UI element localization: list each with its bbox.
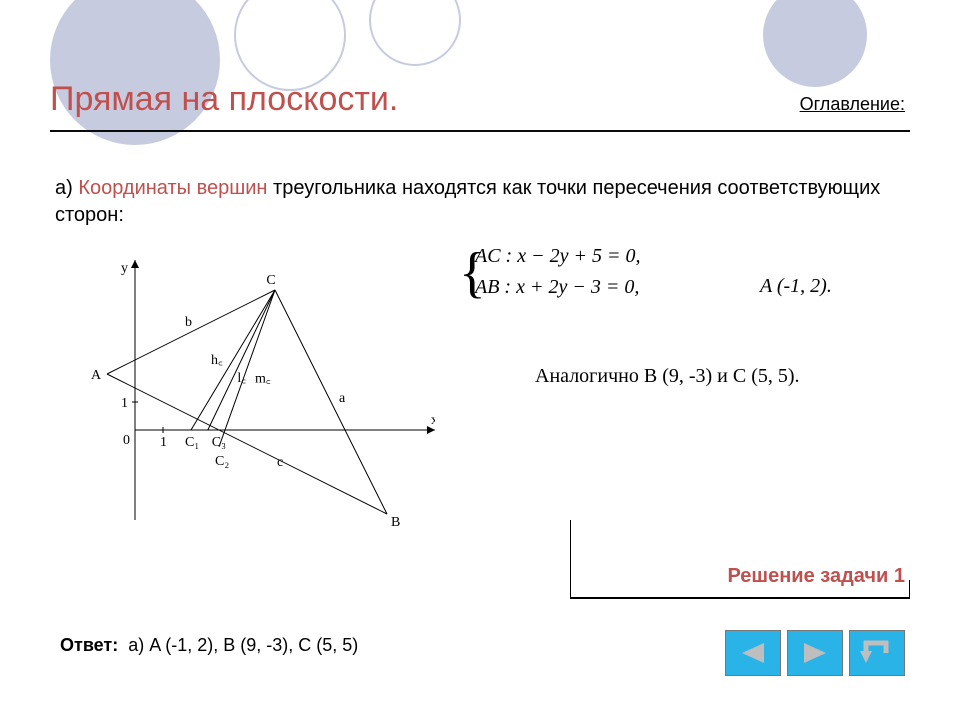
prev-icon (738, 641, 768, 665)
svg-text:1: 1 (160, 435, 167, 450)
solution-label: Решение задачи 1 (727, 565, 905, 588)
result-point-a: A (-1, 2). (760, 275, 832, 298)
svg-text:b: b (185, 315, 192, 330)
nav-buttons (725, 630, 905, 676)
answer-label: Ответ: (60, 635, 118, 655)
brace-icon: { (459, 245, 486, 301)
answer-line: Ответ: а) A (-1, 2), B (9, -3), C (5, 5) (60, 635, 358, 656)
triangle-diagram: x y 0 1 1 A B C C₁ C₃ C₂ b a c h꜀ l꜀ m꜀ (75, 250, 435, 530)
intro-prefix: а) (55, 177, 78, 199)
equation-system: { AC : x − 2y + 5 = 0, AB : x + 2y − 3 =… (475, 245, 640, 299)
svg-text:l꜀: l꜀ (237, 371, 246, 386)
svg-text:1: 1 (121, 396, 128, 411)
svg-text:x: x (431, 413, 435, 428)
eq-line-ab: AB : x + 2y − 3 = 0, (475, 276, 640, 299)
page-title: Прямая на плоскости. (50, 80, 398, 119)
svg-text:A: A (91, 368, 102, 383)
solution-bracket (570, 520, 910, 600)
svg-text:y: y (121, 261, 128, 276)
intro-highlight: Координаты вершин (78, 177, 267, 199)
svg-text:m꜀: m꜀ (255, 371, 271, 386)
intro-text: а) Координаты вершин треугольника находя… (55, 175, 905, 229)
svg-text:c: c (277, 455, 283, 470)
svg-text:C: C (266, 273, 275, 288)
next-button[interactable] (787, 630, 843, 676)
prev-button[interactable] (725, 630, 781, 676)
svg-text:C₁: C₁ (185, 435, 199, 450)
svg-text:C₃: C₃ (212, 435, 226, 450)
return-icon (860, 639, 894, 667)
toc-link[interactable]: Оглавление: (800, 94, 905, 115)
next-icon (800, 641, 830, 665)
svg-text:B: B (391, 515, 400, 530)
svg-text:h꜀: h꜀ (211, 353, 223, 368)
return-button[interactable] (849, 630, 905, 676)
svg-text:a: a (339, 391, 346, 406)
eq-line-ac: AC : x − 2y + 5 = 0, (475, 245, 640, 268)
answer-text: а) A (-1, 2), B (9, -3), C (5, 5) (128, 635, 358, 655)
analogous-text: Аналогично B (9, -3) и C (5, 5). (535, 365, 800, 388)
svg-text:C₂: C₂ (215, 454, 229, 469)
divider-top (50, 130, 910, 132)
svg-text:0: 0 (123, 433, 130, 448)
